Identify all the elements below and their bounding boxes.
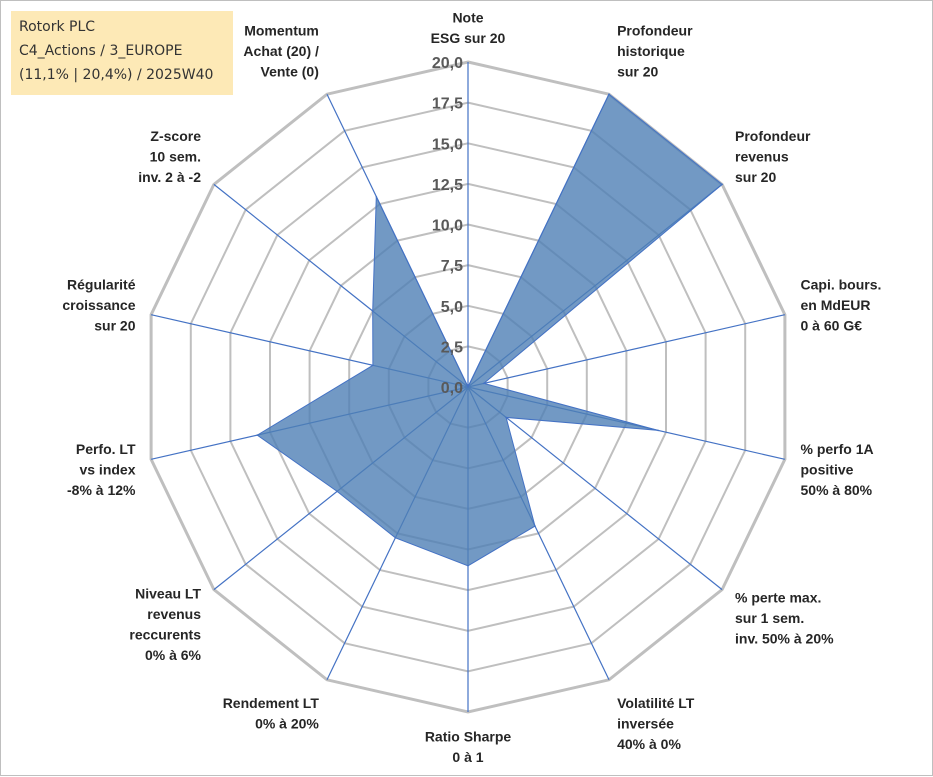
data-point-perfo-lt-vs-index [256, 434, 259, 436]
tick-label-1: 2,5 [441, 339, 463, 356]
tick-label-8: 20,0 [432, 55, 463, 72]
axis-label-layer: Note ESG sur 20 Profondeur historique sur 20… [62, 10, 881, 766]
data-point-capi-bours [483, 382, 485, 385]
tick-label-4: 10,0 [432, 218, 463, 235]
axis-label-line: sur 1 sem. [735, 610, 804, 626]
tick-label-3: 7,5 [441, 258, 463, 275]
axis-label-line: inv. 2 à -2 [138, 169, 201, 185]
axis-label-line: % perfo 1A [801, 441, 874, 457]
axis-label-line: 0 à 1 [452, 749, 483, 765]
axis-label-line: Z-score [150, 128, 201, 144]
axis-label-line: Volatilité LT [617, 695, 695, 711]
axis-label-line: 0 à 60 G€ [801, 318, 863, 334]
data-point-rendement-lt [394, 537, 397, 539]
data-point-ratio-sharpe [467, 565, 469, 567]
axis-label-note-esg: Note ESG sur 20 [431, 10, 506, 47]
tick-label-7: 17,5 [432, 96, 463, 113]
title-stats: (11,1% | 20,4%) / 2025W40 [19, 67, 214, 83]
axis-label-line: Régularité [67, 277, 136, 293]
axis-label-line: sur 20 [735, 169, 776, 185]
axis-label-line: sur 20 [94, 318, 135, 334]
axis-label-line: Profondeur [735, 128, 811, 144]
axis-label-line: historique [617, 43, 685, 59]
axis-label-volatilite-lt: Volatilité LT inversée 40% à 0% [617, 695, 695, 752]
tick-label-5: 12,5 [432, 177, 463, 194]
axis-label-line: en MdEUR [801, 297, 871, 313]
chart-title-box: Rotork PLC C4_Actions / 3_EUROPE (11,1% … [11, 11, 233, 95]
axis-label-line: revenus [735, 149, 789, 165]
series-area [256, 93, 723, 567]
axis-label-profondeur-historique: Profondeur historique sur 20 [617, 23, 693, 80]
axis-label-line: Ratio Sharpe [425, 729, 512, 745]
axis-label-niveau-lt-revenus: Niveau LT revenus reccurents 0% à 6% [129, 585, 201, 663]
axis-label-line: reccurents [129, 626, 201, 642]
spoke-perte-max [467, 386, 723, 591]
axis-label-line: Capi. bours. [801, 277, 882, 293]
axis-label-line: Note [452, 10, 483, 26]
data-point-perfo-1a-positive [657, 429, 659, 432]
data-point-note-esg [467, 386, 469, 388]
axis-label-line: ESG sur 20 [431, 30, 506, 46]
axis-label-line: % perte max. [735, 589, 821, 605]
axis-label-regularite-croissance: Régularité croissance sur 20 [62, 277, 135, 334]
tick-layer: 0,0 2,5 5,0 7,5 10,0 12,5 15,0 17,5 20,0 [432, 55, 463, 397]
axis-label-profondeur-revenus: Profondeur revenus sur 20 [735, 128, 811, 185]
axis-label-line: 40% à 0% [617, 736, 681, 752]
axis-label-capi-bours: Capi. bours. en MdEUR 0 à 60 G€ [801, 277, 882, 334]
axis-label-line: Niveau LT [135, 585, 201, 601]
data-point-volatilite-lt [534, 525, 536, 527]
axis-label-line: croissance [62, 297, 135, 313]
axis-label-line: -8% à 12% [67, 482, 136, 498]
axis-label-momentum: Momentum Achat (20) / Vente (0) [243, 23, 319, 80]
axis-label-line: Achat (20) / [243, 43, 319, 59]
axis-label-line: 0% à 20% [255, 715, 319, 731]
axis-label-line: inv. 50% à 20% [735, 630, 834, 646]
axis-label-line: sur 20 [617, 64, 658, 80]
data-point-regularite-croissance [372, 364, 374, 367]
axis-label-z-score: Z-score 10 sem. inv. 2 à -2 [138, 128, 201, 185]
axis-label-perfo-1a-positive: % perfo 1A positive 50% à 80% [801, 441, 874, 498]
axis-label-line: 0% à 6% [145, 647, 202, 663]
tick-label-0: 0,0 [441, 380, 463, 397]
axis-label-line: positive [801, 462, 854, 478]
data-point-perte-max [505, 416, 507, 419]
axis-label-line: vs index [79, 462, 135, 478]
axis-label-line: Momentum [244, 23, 319, 39]
title-company: Rotork PLC [19, 19, 96, 35]
axis-label-line: Profondeur [617, 23, 693, 39]
axis-label-line: revenus [147, 606, 201, 622]
axis-label-line: Rendement LT [223, 695, 320, 711]
data-point-momentum [375, 195, 378, 198]
data-point-profondeur-revenus [721, 183, 723, 186]
axis-label-line: 50% à 80% [801, 482, 873, 498]
axis-label-perte-max: % perte max. sur 1 sem. inv. 50% à 20% [735, 589, 834, 646]
axis-label-ratio-sharpe: Ratio Sharpe 0 à 1 [425, 729, 512, 766]
tick-label-6: 15,0 [432, 136, 463, 153]
series-layer [256, 93, 723, 567]
data-point-z-score [371, 310, 374, 312]
tick-label-2: 5,0 [441, 299, 463, 316]
title-category: C4_Actions / 3_EUROPE [19, 43, 183, 59]
axis-label-line: Vente (0) [261, 64, 319, 80]
spoke-capi-bours [467, 314, 786, 388]
axis-label-line: Perfo. LT [76, 441, 136, 457]
axis-label-rendement-lt: Rendement LT 0% à 20% [223, 695, 320, 732]
axis-label-line: inversée [617, 715, 674, 731]
axis-label-perfo-lt-vs-index: Perfo. LT vs index -8% à 12% [67, 441, 136, 498]
axis-label-line: 10 sem. [150, 149, 201, 165]
data-point-profondeur-historique [608, 93, 610, 95]
data-point-niveau-lt-revenus [336, 490, 338, 493]
